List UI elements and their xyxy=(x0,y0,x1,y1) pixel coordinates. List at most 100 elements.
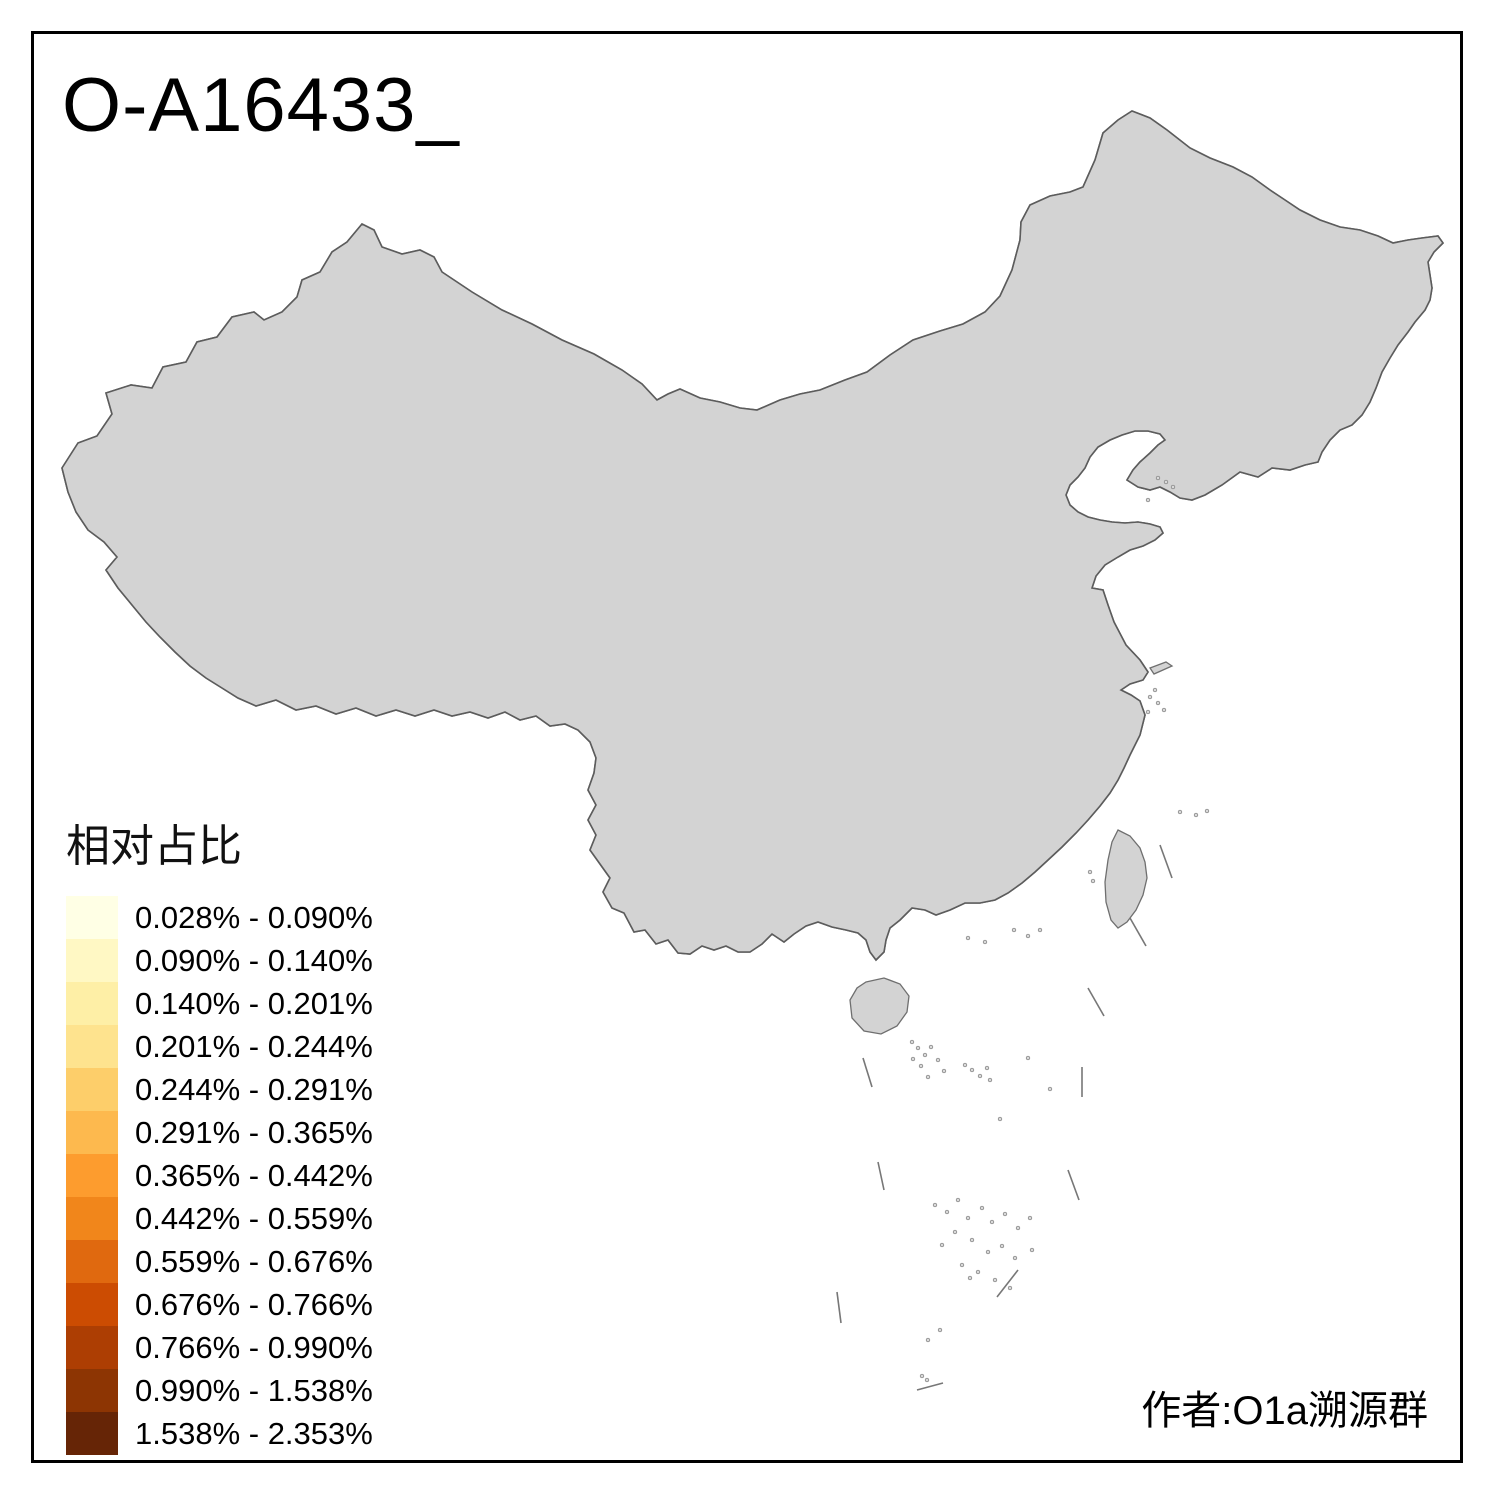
islet-dot xyxy=(985,1249,991,1255)
legend-range-label: 0.244% - 0.291% xyxy=(135,1071,373,1107)
islet-dot xyxy=(918,1063,924,1069)
islet-dot xyxy=(925,1074,931,1080)
sea-dash xyxy=(877,1161,885,1191)
legend-range-label: 0.140% - 0.201% xyxy=(135,985,373,1021)
islet-dot xyxy=(919,1373,925,1379)
legend-item: 0.291% - 0.365% xyxy=(66,1111,373,1154)
islet-dot xyxy=(1037,927,1043,933)
sea-dash xyxy=(862,1057,873,1088)
islet-dot xyxy=(937,1327,943,1333)
islet-dot xyxy=(1147,694,1153,700)
legend-item: 0.090% - 0.140% xyxy=(66,939,373,982)
legend-item: 0.201% - 0.244% xyxy=(66,1025,373,1068)
legend-swatch xyxy=(66,1283,118,1326)
legend-swatch xyxy=(66,1412,118,1455)
islet-dot xyxy=(979,1205,985,1211)
legend-swatch xyxy=(66,896,118,939)
legend-item: 0.028% - 0.090% xyxy=(66,896,373,939)
hainan-island xyxy=(849,977,910,1035)
islet-dot xyxy=(939,1242,945,1248)
islet-dot xyxy=(1025,933,1031,939)
islet-dot xyxy=(1155,475,1161,481)
islet-dot xyxy=(1177,809,1183,815)
legend-range-label: 0.766% - 0.990% xyxy=(135,1329,373,1365)
legend-item: 0.990% - 1.538% xyxy=(66,1369,373,1412)
legend-range-label: 0.442% - 0.559% xyxy=(135,1200,373,1236)
islet-dot xyxy=(969,1237,975,1243)
legend-swatch xyxy=(66,1369,118,1412)
legend-range-label: 0.201% - 0.244% xyxy=(135,1028,373,1064)
legend-item: 0.559% - 0.676% xyxy=(66,1240,373,1283)
chongming-island xyxy=(1149,661,1174,675)
islet-dot xyxy=(1029,1247,1035,1253)
islet-dot xyxy=(925,1337,931,1343)
islet-dot xyxy=(909,1039,915,1045)
islet-dot xyxy=(1012,1255,1018,1261)
islet-dot xyxy=(1193,812,1199,818)
legend-range-label: 0.676% - 0.766% xyxy=(135,1286,373,1322)
islet-dot xyxy=(1204,808,1210,814)
islet-dot xyxy=(955,1197,961,1203)
legend-swatch xyxy=(66,939,118,982)
legend-range-label: 0.990% - 1.538% xyxy=(135,1372,373,1408)
legend-swatch xyxy=(66,1197,118,1240)
islet-dot xyxy=(1027,1215,1033,1221)
legend-swatch xyxy=(66,1025,118,1068)
islet-dot xyxy=(941,1068,947,1074)
islet-dot xyxy=(1170,484,1176,490)
legend-item: 0.442% - 0.559% xyxy=(66,1197,373,1240)
legend-range-label: 0.559% - 0.676% xyxy=(135,1243,373,1279)
legend-swatch xyxy=(66,1068,118,1111)
islet-dot xyxy=(982,939,988,945)
legend-item: 0.244% - 0.291% xyxy=(66,1068,373,1111)
islet-dot xyxy=(915,1045,921,1051)
sea-dash xyxy=(1067,1169,1080,1201)
legend-swatch xyxy=(66,1154,118,1197)
islet-dot xyxy=(1087,869,1093,875)
legend-range-label: 0.291% - 0.365% xyxy=(135,1114,373,1150)
legend-swatch xyxy=(66,982,118,1025)
islet-dot xyxy=(1163,479,1169,485)
legend-item: 1.538% - 2.353% xyxy=(66,1412,373,1455)
islet-dot xyxy=(1011,927,1017,933)
islet-dot xyxy=(997,1116,1003,1122)
legend-item: 0.676% - 0.766% xyxy=(66,1283,373,1326)
sea-dash xyxy=(1129,917,1147,947)
taiwan-island xyxy=(1104,829,1148,929)
islet-dot xyxy=(924,1377,930,1383)
islet-dot xyxy=(1025,1055,1031,1061)
islet-dot xyxy=(1015,1225,1021,1231)
legend: 相对占比 0.028% - 0.090% 0.090% - 0.140% 0.140… xyxy=(66,810,373,1455)
legend-swatch xyxy=(66,1111,118,1154)
islet-dot xyxy=(935,1057,941,1063)
islet-dot xyxy=(999,1243,1005,1249)
islet-dot xyxy=(952,1229,958,1235)
islet-dot xyxy=(967,1275,973,1281)
islet-dot xyxy=(1155,700,1161,706)
islet-dot xyxy=(1090,878,1096,884)
islet-dot xyxy=(922,1052,928,1058)
legend-swatch xyxy=(66,1326,118,1369)
islet-dot xyxy=(1047,1086,1053,1092)
south-china-sea-islets xyxy=(909,475,1210,1383)
islet-dot xyxy=(959,1262,965,1268)
islet-dot xyxy=(944,1209,950,1215)
islet-dot xyxy=(1002,1211,1008,1217)
islet-dot xyxy=(1161,707,1167,713)
islet-dot xyxy=(962,1062,968,1068)
legend-range-label: 1.538% - 2.353% xyxy=(135,1415,373,1451)
legend-title: 相对占比 xyxy=(66,822,242,871)
sea-dash-lines xyxy=(836,844,1173,1391)
legend-item: 0.140% - 0.201% xyxy=(66,982,373,1025)
islet-dot xyxy=(965,935,971,941)
legend-range-label: 0.365% - 0.442% xyxy=(135,1157,373,1193)
islet-dot xyxy=(977,1073,983,1079)
legend-item: 0.766% - 0.990% xyxy=(66,1326,373,1369)
islet-dot xyxy=(910,1056,916,1062)
islet-dot xyxy=(1145,709,1151,715)
legend-range-label: 0.090% - 0.140% xyxy=(135,942,373,978)
legend-swatch xyxy=(66,1240,118,1283)
sea-dash xyxy=(1087,987,1105,1017)
